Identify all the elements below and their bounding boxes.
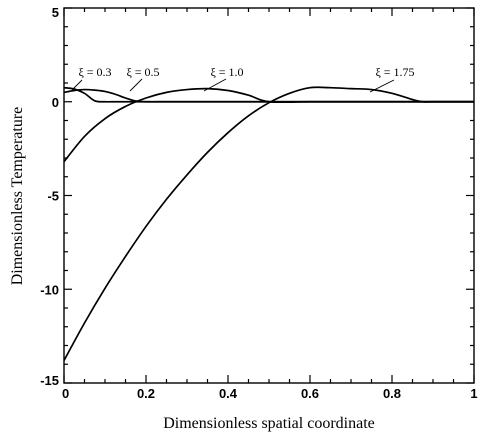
y-axis-title: Dimensionless Temperature <box>9 107 26 286</box>
annotation-leader <box>71 79 83 91</box>
x-tick-label: 1 <box>470 386 477 401</box>
series-annotation-label: ξ = 1.0 <box>210 65 243 79</box>
series-annotation-label: ξ = 1.75 <box>375 65 414 79</box>
x-tick-label: 0.4 <box>219 386 238 401</box>
series-annotation-label: ξ = 0.5 <box>126 65 159 79</box>
series-curves <box>63 86 474 361</box>
annotation-leader <box>203 78 227 92</box>
annotation-leader <box>129 78 143 92</box>
annotations: ξ = 0.3 ξ = 0.5 ξ = 1.0 ξ = 1.75 <box>71 65 415 93</box>
tick-labels: 0 0.2 0.4 0.6 0.8 1 -15 -10 -5 0 5 <box>40 5 477 401</box>
x-tick-label: 0.2 <box>137 386 155 401</box>
x-tick-label: 0.6 <box>301 386 319 401</box>
series-annotation-label: ξ = 0.3 <box>78 65 111 79</box>
y-tick-label: 5 <box>52 5 59 20</box>
y-tick-label: -5 <box>47 189 59 204</box>
series-line-3 <box>63 86 474 361</box>
y-tick-label: 0 <box>52 95 59 110</box>
x-tick-label: 0.8 <box>383 386 401 401</box>
series-line-2 <box>63 87 474 163</box>
y-tick-label: -10 <box>40 282 59 297</box>
annotation-leader <box>369 79 395 93</box>
x-axis-title: Dimensionless spatial coordinate <box>163 415 375 432</box>
y-tick-label: -15 <box>40 373 59 388</box>
x-tick-label: 0 <box>62 386 69 401</box>
